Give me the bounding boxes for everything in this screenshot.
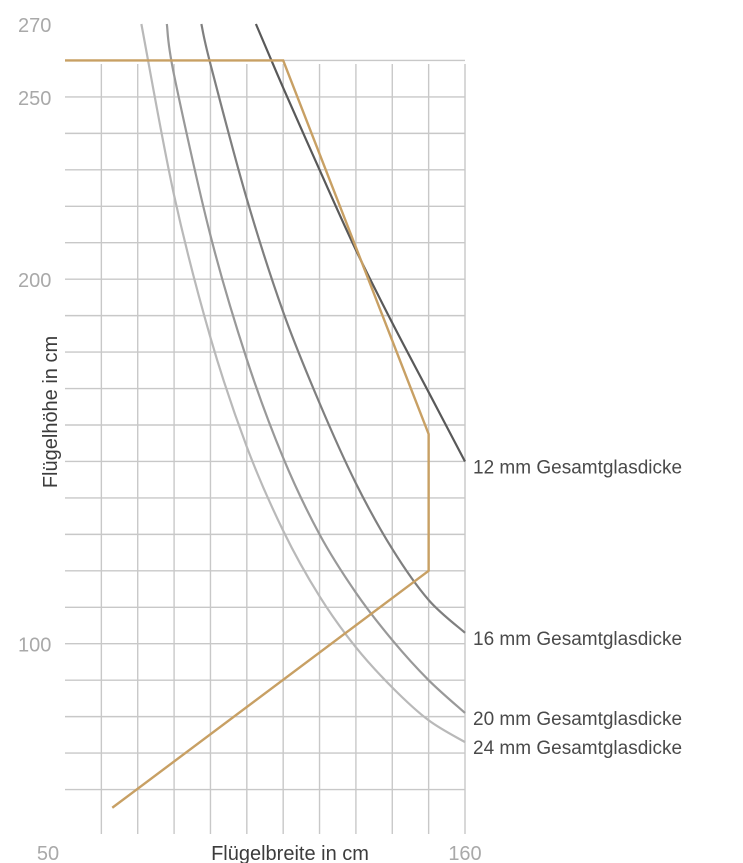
ticks: 270 250 200 100 50 160 — [18, 15, 482, 863]
x-axis-title: Flügelbreite in cm — [211, 843, 369, 863]
x-tick-label: 160 — [448, 843, 481, 863]
series-line — [165, 23, 466, 714]
x-tick-label: 50 — [37, 843, 59, 863]
boundary-line — [65, 59, 430, 809]
y-tick-label: 250 — [18, 88, 51, 110]
y-axis-title: Flügelhöhe in cm — [40, 336, 62, 488]
series-label: 24 mm Gesamtglasdicke — [473, 738, 682, 759]
series-label: 12 mm Gesamtglasdicke — [473, 457, 682, 478]
curve-labels: 12 mm Gesamtglasdicke 16 mm Gesamtglasdic… — [473, 457, 682, 759]
series-label: 16 mm Gesamtglasdicke — [473, 629, 682, 650]
y-tick-label: 270 — [18, 15, 51, 37]
curves — [140, 23, 466, 744]
y-tick-label: 100 — [18, 635, 51, 657]
series-line — [140, 23, 466, 744]
series-line — [200, 23, 466, 634]
series-label: 20 mm Gesamtglasdicke — [473, 709, 682, 730]
grid — [65, 59, 466, 834]
boundary-layer — [65, 59, 430, 809]
y-tick-label: 200 — [18, 270, 51, 292]
